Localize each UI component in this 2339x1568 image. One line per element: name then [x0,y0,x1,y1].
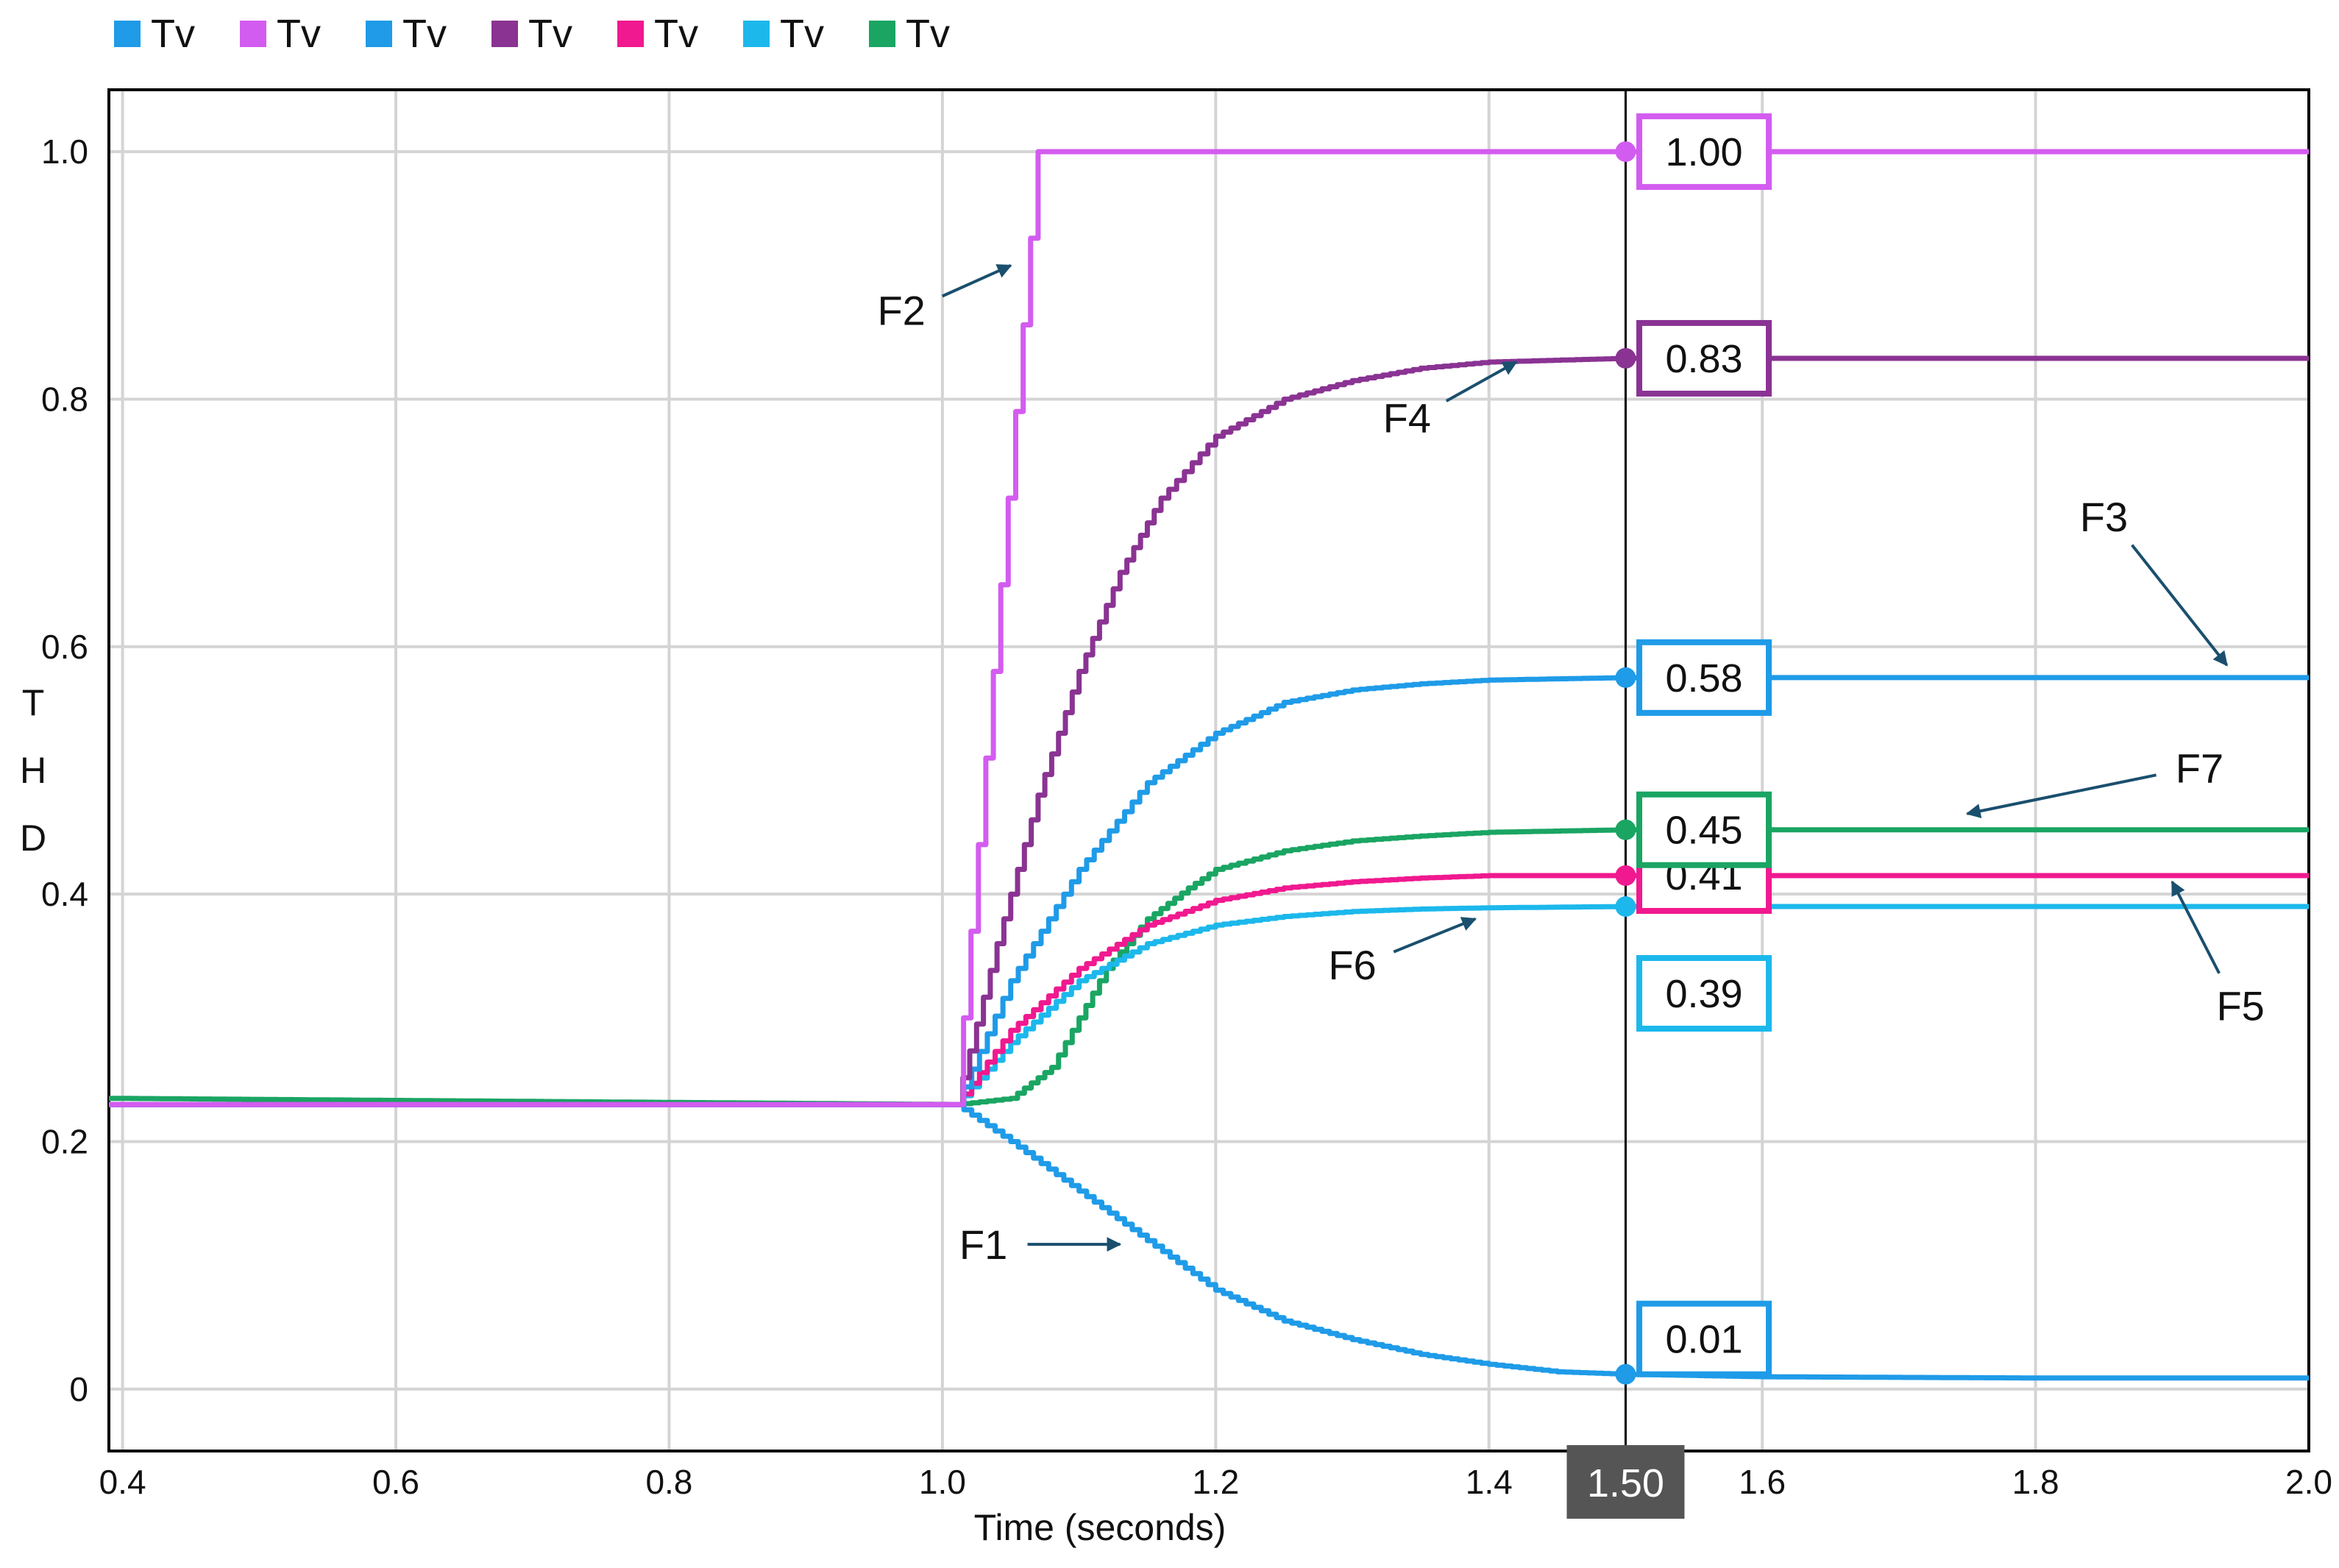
value-label-F7: 0.45 [1665,809,1742,853]
y-tick-label: 1.0 [41,132,88,171]
cursor-markers [1615,141,1636,1385]
annotation-F2: F2 [877,287,925,333]
legend-label: Tv [402,12,447,56]
cursor-marker-F6 [1615,896,1636,917]
legend: Tv Tv Tv Tv Tv Tv Tv [114,12,950,56]
plot-area [107,88,2310,1452]
annotation-F6: F6 [1328,942,1376,988]
value-label-F3: 0.58 [1665,656,1742,700]
y-axis-title-letter: T [22,682,45,723]
value-box-F3 [1636,639,1772,716]
legend-swatch [366,21,392,47]
cursor-marker-F3 [1615,667,1636,688]
value-label-F6: 0.39 [1665,972,1742,1016]
annotation-arrow-F5 [2171,880,2221,974]
legend-swatch [114,21,141,47]
cursor-marker-F2 [1615,141,1636,163]
y-tick-label: 0.8 [41,380,88,418]
value-box-F2 [1636,113,1772,191]
annotation-arrow-F2 [941,263,1012,298]
annotation-F3: F3 [2080,494,2128,540]
x-tick-label: 0.4 [99,1463,146,1501]
annotation-F4: F4 [1383,395,1431,441]
cursor-marker-F1 [1615,1363,1636,1385]
annotation-arrow-F3 [2131,544,2229,667]
y-tick-label: 0 [69,1370,88,1408]
legend-swatch [617,21,644,47]
value-label-F1: 0.01 [1665,1318,1742,1362]
legend-label: Tv [906,12,950,56]
x-tick-label: 1.8 [2012,1463,2059,1501]
x-axis-ticks: 0.4 0.6 0.8 1.0 1.2 1.4 1.6 1.8 2.0 [99,1463,2332,1501]
legend-swatch [743,21,770,47]
legend-label: Tv [151,12,195,56]
legend-label: Tv [780,12,824,56]
legend-label: Tv [528,12,572,56]
annotations: F1 F2 F3 F4 F5 F6 F7 [877,263,2265,1268]
x-tick-label: 0.8 [645,1463,692,1501]
value-label-F4: 0.83 [1665,337,1742,381]
y-tick-label: 0.6 [41,628,88,666]
x-tick-label: 1.6 [1739,1463,1786,1501]
y-axis-ticks: 0 0.2 0.4 0.6 0.8 1.0 [41,132,88,1408]
cursor-x-label[interactable]: 1.50 [1566,1445,1685,1519]
value-label-F2: 1.00 [1665,130,1742,174]
x-tick-label: 1.4 [1466,1463,1513,1501]
cursor-marker-F4 [1615,347,1636,369]
y-axis-title-letter: H [20,750,46,791]
value-box-F1 [1636,1300,1772,1377]
legend-label: Tv [277,12,321,56]
annotation-F7: F7 [2176,745,2223,792]
annotation-F5: F5 [2216,983,2264,1029]
series-line-F2[interactable] [109,149,2309,1107]
x-axis-title: Time (seconds) [974,1507,1227,1548]
y-tick-label: 0.2 [41,1123,88,1161]
x-tick-label: 1.2 [1192,1463,1239,1501]
cursor-marker-F7 [1615,819,1636,840]
annotation-arrow-F7 [1965,773,2157,819]
cursor-marker-F5 [1615,865,1636,886]
value-box-F7 [1636,791,1772,868]
legend-label: Tv [654,12,698,56]
annotation-arrow-F6 [1393,917,1477,954]
legend-swatch [869,21,895,47]
value-box-F6 [1636,955,1772,1032]
x-tick-label: 1.0 [919,1463,966,1501]
legend-swatch [491,21,518,47]
cursor-value-boxes: 0.011.000.580.830.410.390.45 [1636,113,1772,1377]
y-tick-label: 0.4 [41,875,88,913]
cursor-x-value: 1.50 [1587,1461,1664,1505]
value-box-F4 [1636,319,1772,397]
y-axis-title-letter: D [20,817,46,859]
x-tick-label: 0.6 [372,1463,419,1501]
legend-swatch [240,21,266,47]
x-tick-label: 2.0 [2285,1463,2332,1501]
annotation-F1: F1 [959,1221,1007,1268]
annotation-arrow-F4 [1445,361,1518,402]
